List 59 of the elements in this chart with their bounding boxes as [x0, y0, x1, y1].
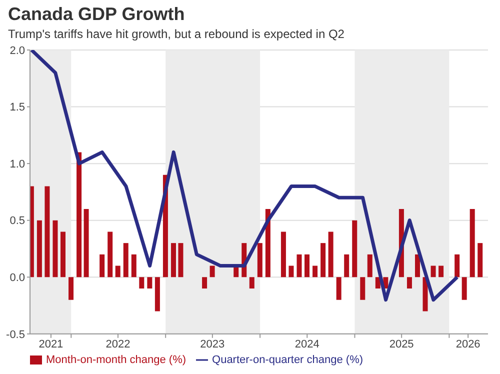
bar	[84, 208, 89, 278]
bar	[328, 232, 334, 278]
bar	[60, 232, 66, 278]
y-tick-label: 0.0	[10, 272, 25, 284]
bar	[147, 277, 152, 288]
bar	[139, 277, 144, 288]
bar	[210, 266, 215, 278]
y-tick-label: 1.0	[10, 158, 25, 170]
bar	[178, 243, 184, 278]
bar	[304, 254, 310, 278]
legend-label: Quarter-on-quarter change (%)	[212, 354, 364, 366]
y-tick-label: 1.5	[10, 102, 25, 114]
bar	[336, 277, 342, 300]
bar	[36, 220, 42, 278]
y-tick-label: 0.5	[10, 215, 25, 228]
bar	[44, 186, 50, 278]
bar	[344, 254, 350, 278]
bar	[170, 243, 176, 278]
x-tick-label: 2022	[106, 338, 130, 351]
bar	[257, 243, 262, 278]
bar	[52, 220, 58, 278]
bar	[108, 232, 113, 278]
bar	[312, 266, 318, 278]
bar	[202, 277, 208, 288]
bar	[406, 277, 412, 288]
y-tick-label: 2.0	[10, 44, 25, 57]
bar	[478, 243, 483, 278]
x-tick-label: 2021	[38, 338, 64, 351]
x-tick-label: 2023	[200, 338, 225, 351]
chart-subtitle: Trump's tariffs have hit growth, but a rebound is expected in Q2	[8, 27, 344, 41]
bar	[154, 277, 160, 312]
x-tick-label: 2025	[389, 338, 414, 351]
bar	[352, 220, 358, 278]
bar	[76, 152, 82, 278]
bar	[131, 254, 136, 278]
x-tick-label: 2026	[456, 338, 480, 351]
x-tick-label: 2024	[294, 338, 320, 351]
bar	[430, 266, 436, 278]
bar	[470, 208, 475, 278]
legend-label: Month-on-month change (%)	[46, 354, 186, 366]
bar	[288, 266, 294, 278]
bar	[462, 277, 467, 300]
bar	[454, 254, 460, 278]
bar	[367, 254, 372, 278]
bar	[265, 208, 270, 278]
bar	[320, 243, 326, 278]
bar	[360, 277, 366, 300]
bar	[414, 254, 420, 278]
bar	[68, 277, 74, 300]
bar	[280, 232, 286, 278]
bar	[249, 277, 254, 288]
line-series	[30, 50, 459, 302]
bar	[115, 266, 120, 278]
y-tick-label: -0.5	[6, 328, 25, 341]
bar	[438, 266, 444, 278]
chart-title: Canada GDP Growth	[8, 4, 185, 25]
bar	[123, 243, 128, 278]
bar	[296, 254, 302, 278]
bar	[100, 254, 105, 278]
